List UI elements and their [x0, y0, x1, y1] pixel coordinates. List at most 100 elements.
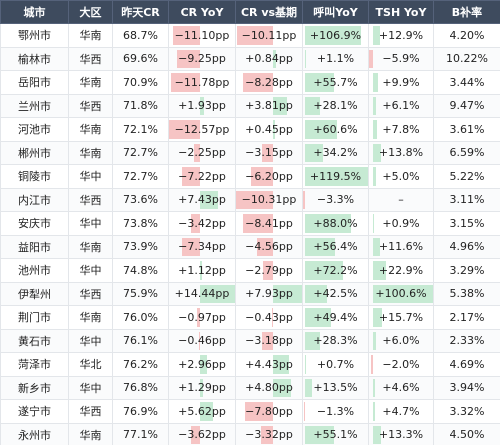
cell-text: −10.11pp	[241, 28, 297, 42]
cell-text: 76.8%	[123, 381, 158, 395]
table-cell: 69.6%	[112, 46, 169, 71]
cell-text: 4.50%	[449, 428, 485, 442]
cell-text: 3.94%	[449, 381, 485, 395]
positive-bar	[199, 190, 218, 209]
cell-text: 鄂州市	[18, 29, 51, 43]
cell-text: 华西	[79, 52, 102, 66]
table-cell: 76.8%	[112, 375, 169, 400]
table-cell: 黄石市	[0, 328, 69, 353]
table-cell: −3.18pp	[235, 328, 303, 353]
negative-bar	[261, 331, 274, 350]
table-cell: 华南	[68, 140, 113, 165]
positive-bar	[199, 261, 203, 280]
positive-bar	[304, 26, 362, 45]
cell-text: +12.9%	[378, 28, 424, 42]
positive-bar	[372, 331, 377, 350]
negative-bar	[304, 402, 305, 421]
positive-bar	[199, 355, 207, 374]
cell-text: +4.7%	[382, 404, 420, 418]
positive-bar	[199, 96, 205, 115]
table-cell: 4.20%	[433, 23, 500, 48]
cell-text: 华西	[79, 193, 102, 207]
cell-text: −5.9%	[382, 52, 420, 66]
table-cell: 3.61%	[433, 117, 500, 142]
positive-bar	[273, 120, 275, 139]
table-cell: −10.31pp	[235, 187, 303, 212]
table-cell: 76.2%	[112, 352, 169, 377]
negative-bar	[182, 167, 200, 186]
table-cell: −8.28pp	[235, 70, 303, 95]
cell-text: 75.9%	[123, 287, 158, 301]
cell-text: +0.45pp	[245, 122, 293, 136]
positive-bar	[372, 425, 381, 444]
positive-bar	[372, 284, 433, 303]
table-cell: 华南	[68, 234, 113, 259]
table-cell: 3.11%	[433, 187, 500, 212]
positive-bar	[273, 355, 290, 374]
table-cell: +1.29pp	[168, 375, 236, 400]
cell-text: 华南	[79, 240, 102, 254]
cell-text: +55.7%	[313, 75, 358, 89]
cell-text: 华中	[79, 217, 102, 231]
table-cell: 2.33%	[433, 328, 500, 353]
cell-text: −3.15pp	[245, 146, 293, 160]
cell-text: +5.62pp	[178, 404, 226, 418]
cell-text: +13.8%	[378, 146, 424, 160]
table-cell: +0.9%	[368, 211, 434, 236]
header-cell: 大区	[68, 0, 113, 24]
header-cell: TSH YoY	[368, 0, 434, 24]
cell-text: +72.2%	[313, 263, 358, 277]
cell-text: +0.7%	[316, 357, 355, 371]
cell-text: 3.61%	[449, 122, 485, 136]
cell-text: 华中	[79, 334, 102, 348]
cell-text: 5.22%	[449, 169, 485, 183]
cell-text: 华中	[79, 170, 102, 184]
cell-text: 76.9%	[123, 404, 158, 418]
positive-bar	[372, 26, 381, 45]
table-cell: 岳阳市	[0, 70, 69, 95]
table-cell: +55.1%	[302, 422, 369, 445]
cell-text: 华南	[79, 123, 102, 137]
table-cell: 72.1%	[112, 117, 169, 142]
cell-text: +2.96pp	[178, 357, 226, 371]
table-row: 池州市 华中 74.8% +1.12pp −2.79pp +72.2% +22.9% 3.29…	[0, 258, 500, 283]
table-cell: 76.9%	[112, 399, 169, 424]
table-cell: +42.5%	[302, 281, 369, 306]
table-cell: 兰州市	[0, 93, 69, 118]
table-cell: 华南	[68, 305, 113, 330]
negative-bar	[236, 190, 274, 209]
table-cell: −2.0%	[368, 352, 434, 377]
table-cell: 华西	[68, 93, 113, 118]
table-cell: 榆林市	[0, 46, 69, 71]
header-cell: 城市	[0, 0, 69, 24]
header-cell: CR vs基期	[235, 0, 303, 24]
negative-bar	[191, 214, 200, 233]
table-cell: −7.80pp	[235, 399, 303, 424]
cell-text: +119.5%	[309, 169, 362, 183]
cell-text: −3.62pp	[178, 428, 226, 442]
cell-text: 76.0%	[123, 310, 158, 324]
negative-bar	[245, 402, 274, 421]
positive-bar	[372, 308, 382, 327]
table-cell: 73.6%	[112, 187, 169, 212]
cell-text: +1.93pp	[178, 99, 226, 113]
table-cell: −5.9%	[368, 46, 434, 71]
positive-bar	[273, 378, 291, 397]
cell-text: +60.6%	[313, 122, 358, 136]
table-cell: +1.12pp	[168, 258, 236, 283]
table-cell: +2.96pp	[168, 352, 236, 377]
table-cell: +3.81pp	[235, 93, 303, 118]
table-cell: 鄂州市	[0, 23, 69, 48]
table-cell: 益阳市	[0, 234, 69, 259]
table-cell: +49.4%	[302, 305, 369, 330]
table-cell: +9.9%	[368, 70, 434, 95]
cell-text: +6.1%	[382, 99, 420, 113]
cell-text: +4.6%	[382, 381, 420, 395]
cell-text: 内江市	[18, 193, 51, 207]
table-cell: +11.6%	[368, 234, 434, 259]
table-row: 兰州市 华西 71.8% +1.93pp +3.81pp +28.1% +6.1% 9.47%	[0, 93, 500, 118]
table-cell: +88.0%	[302, 211, 369, 236]
table-cell: +7.43pp	[168, 187, 236, 212]
table-cell: 华西	[68, 399, 113, 424]
cell-text: 华西	[79, 287, 102, 301]
